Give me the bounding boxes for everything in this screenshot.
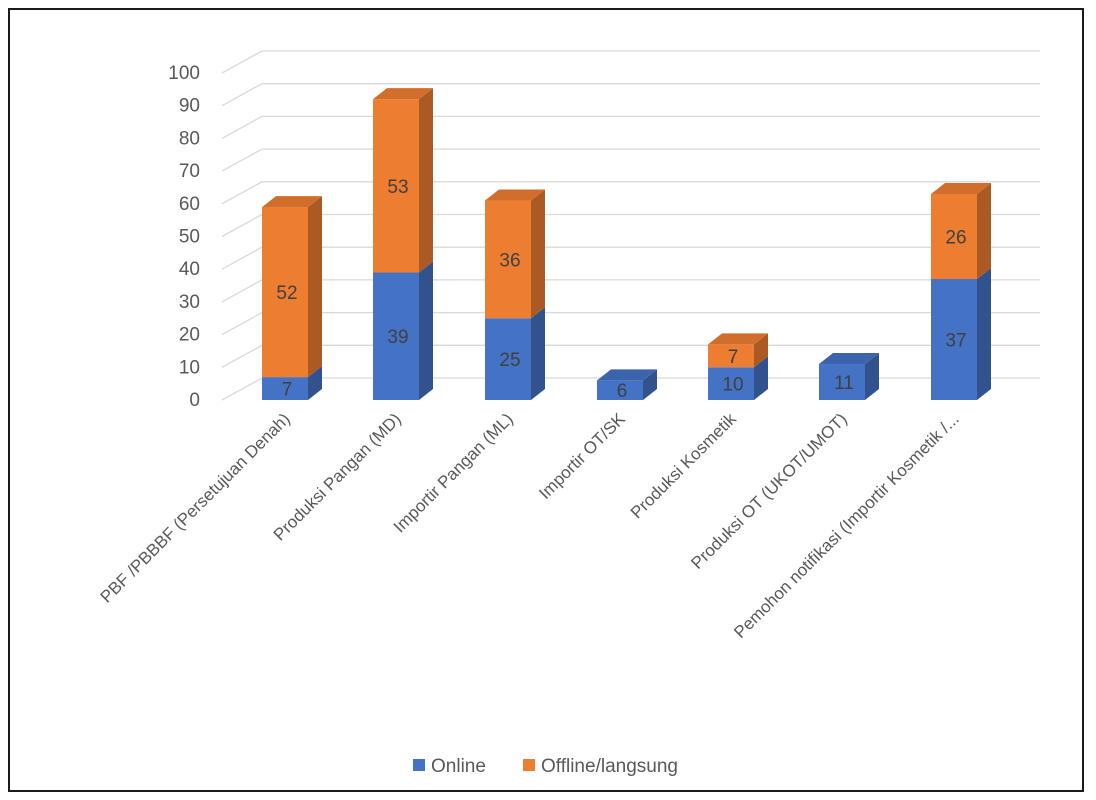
data-label: 53 xyxy=(387,177,408,198)
bar-top-face xyxy=(931,182,991,194)
bar-top-face xyxy=(373,88,433,100)
bar-online xyxy=(485,318,531,400)
data-label: 10 xyxy=(722,375,743,396)
legend-label: Offline/langsung xyxy=(541,756,678,777)
y-tick-label: 60 xyxy=(179,194,200,215)
gridline xyxy=(221,246,1040,270)
data-label: 7 xyxy=(282,380,293,401)
bar-side-face xyxy=(643,369,657,400)
y-tick-label: 80 xyxy=(179,128,200,149)
bar-side-face xyxy=(865,353,879,400)
gridline xyxy=(221,181,1040,205)
category-label: Importir Pangan (ML) xyxy=(390,409,517,536)
gridline xyxy=(221,279,1040,303)
bar-side-face xyxy=(531,189,545,319)
bar-online xyxy=(597,380,643,400)
bar-offline-langsung xyxy=(485,200,531,319)
bar-offline-langsung xyxy=(708,344,754,368)
bar-side-face xyxy=(308,196,322,378)
category-label: Importir OT/SK xyxy=(535,409,629,503)
bar-side-face xyxy=(419,261,433,400)
data-label: 6 xyxy=(617,381,628,402)
bar-side-face xyxy=(419,88,433,273)
y-tick-label: 40 xyxy=(179,259,200,280)
y-tick-label: 90 xyxy=(179,96,200,117)
data-label: 7 xyxy=(728,347,739,368)
bar-top-face xyxy=(597,369,657,381)
bar-side-face xyxy=(531,307,545,400)
bar-online xyxy=(262,377,308,400)
data-label: 39 xyxy=(387,327,408,348)
bar-online xyxy=(708,367,754,400)
data-label: 26 xyxy=(945,228,966,249)
data-label: 52 xyxy=(276,283,297,304)
gridlines xyxy=(221,50,1040,401)
legend-swatch xyxy=(523,759,535,771)
bar-side-face xyxy=(977,182,991,280)
gridline xyxy=(221,213,1040,238)
gridline xyxy=(221,344,1040,368)
bar-offline-langsung xyxy=(373,99,419,273)
bar-offline-langsung xyxy=(931,193,977,280)
bar-side-face xyxy=(754,356,768,400)
y-tick-label: 100 xyxy=(168,63,200,84)
legend: Online Offline/langsung xyxy=(413,756,678,777)
gridline xyxy=(221,311,1040,336)
gridline xyxy=(221,115,1040,139)
gridline xyxy=(221,148,1040,172)
bar-top-face xyxy=(485,189,545,201)
y-tick-label: 30 xyxy=(179,292,200,313)
y-tick-label: 10 xyxy=(179,357,200,378)
bar-online xyxy=(819,364,865,400)
bar-online xyxy=(931,279,977,400)
bar-top-face xyxy=(819,353,879,365)
bar-side-face xyxy=(308,366,322,400)
legend-swatch xyxy=(413,759,425,771)
bar-online xyxy=(373,272,419,400)
bar-offline-langsung xyxy=(262,207,308,378)
legend-label: Online xyxy=(431,756,486,777)
data-label: 11 xyxy=(834,373,854,394)
category-label: Pemohon notifikasi (Importir Kosmetik /.… xyxy=(730,409,963,642)
y-tick-label: 70 xyxy=(179,161,200,182)
y-tick-label: 20 xyxy=(179,325,200,346)
bar-side-face xyxy=(977,268,991,400)
y-tick-label: 0 xyxy=(189,390,200,411)
chart-frame xyxy=(8,8,1084,792)
bar-top-face xyxy=(262,196,322,208)
bars: 7 52 39 53 25 36 6 10 7 11 37 26 xyxy=(262,88,991,402)
category-label: Produksi Pangan (MD) xyxy=(270,409,405,544)
category-label: PBF /PBBBF (Persetujuan Denah) xyxy=(97,409,294,606)
bar-top-face xyxy=(708,333,768,345)
data-label: 37 xyxy=(945,331,966,352)
bar-side-face xyxy=(754,333,768,368)
gridline xyxy=(221,50,1040,74)
data-label: 25 xyxy=(499,350,520,371)
data-label: 36 xyxy=(499,250,520,271)
y-tick-label: 50 xyxy=(179,227,200,248)
gridline xyxy=(221,83,1040,107)
category-label: Produksi Kosmetik xyxy=(627,409,740,522)
